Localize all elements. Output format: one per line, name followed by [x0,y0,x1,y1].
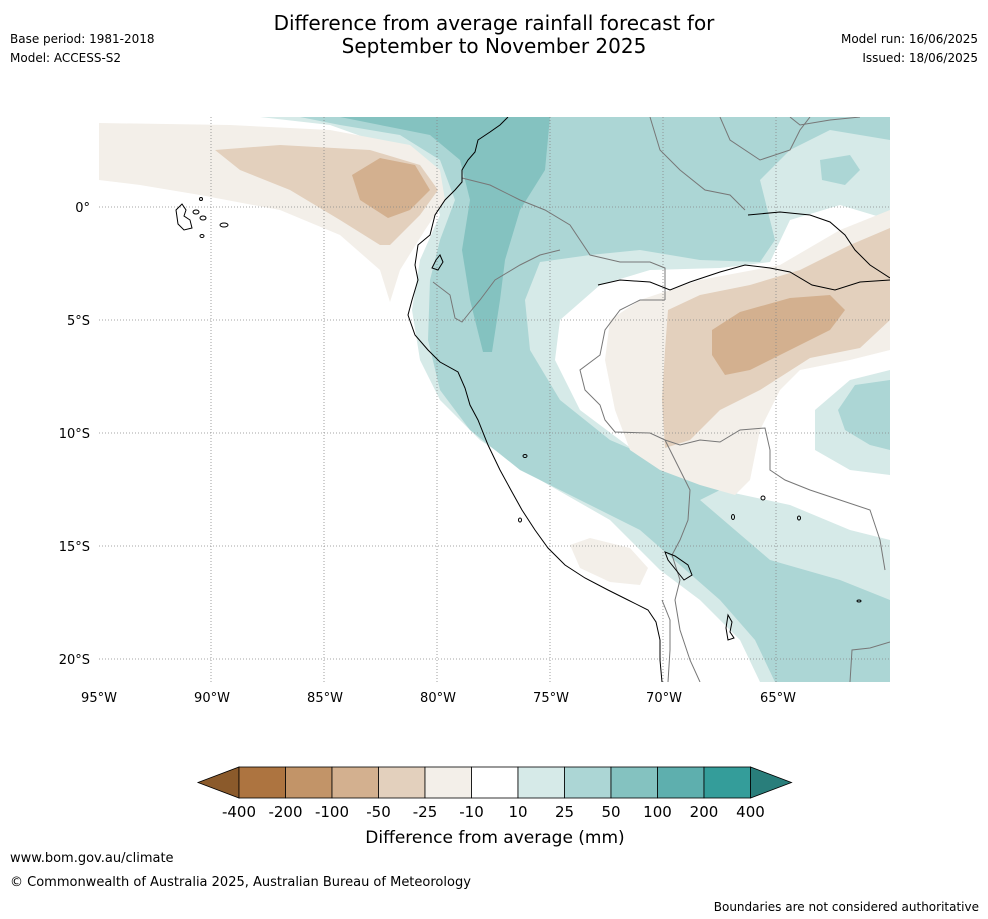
boundary-disclaimer: Boundaries are not considered authoritat… [713,900,979,914]
issued-label: Issued: 18/06/2025 [862,51,978,65]
model-label: Model: ACCESS-S2 [10,51,122,65]
colorbar-title: Difference from average (mm) [365,828,624,848]
base-period-label: Base period: 1981-2018 [10,32,155,46]
longitude-axis-labels: 95°W 90°W 85°W 80°W 75°W 70°W 65°W [81,691,796,706]
model-run-label: Model run: 16/06/2025 [840,32,978,46]
lon-tick-label: 90°W [194,691,230,706]
colorbar-extend-low [196,766,240,799]
colorbar-tick-label: -400 [222,803,256,821]
dry-anomaly-strong-amazon [712,295,845,375]
country-borders [432,117,890,682]
colorbar-tick-label: 10 [508,803,527,821]
rainfall-anomaly-map: 95°W 90°W 85°W 80°W 75°W 70°W 65°W 0° 5°… [59,117,890,706]
graticule [99,117,890,682]
colorbar-tick-label: -25 [413,803,438,821]
lat-tick-label: 20°S [59,653,90,668]
copyright-notice: © Commonwealth of Australia 2025, Austra… [10,875,471,890]
colorbar-swatch [517,766,565,799]
colorbar-tick-label: -50 [366,803,391,821]
lon-tick-label: 80°W [420,691,456,706]
colorbar-swatch [238,766,286,799]
colorbar-swatch [471,766,519,799]
colorbar-swatch [564,766,612,799]
inland-lakes [518,454,862,641]
lon-tick-label: 95°W [81,691,117,706]
colorbar: -400 -200 -100 -50 -25 -10 10 25 50 100 200 400 Dif… [196,766,793,848]
latitude-axis-labels: 0° 5°S 10°S 15°S 20°S [59,201,90,668]
website-link[interactable]: www.bom.gov.au/climate [10,851,174,866]
colorbar-swatch [703,766,751,799]
lat-tick-label: 0° [75,201,90,216]
colorbar-swatch [378,766,426,799]
colorbar-tick-label: 100 [643,803,672,821]
colorbar-swatch [424,766,472,799]
wet-anomaly-medium [300,117,890,682]
colorbar-tick-label: 400 [736,803,765,821]
lat-tick-label: 5°S [67,314,90,329]
lat-tick-label: 15°S [59,540,90,555]
colorbar-extend-high [750,766,793,799]
dry-anomaly-strong-pacific [352,158,430,218]
galapagos-islands [175,197,229,238]
wet-anomaly-medium-north [820,155,860,185]
lon-tick-label: 75°W [533,691,569,706]
colorbar-tick-label: 25 [555,803,574,821]
coastline [407,117,890,682]
wet-anomaly-strong [340,117,550,352]
colorbar-labels: -400 -200 -100 -50 -25 -10 10 25 50 100 200 400 [222,803,765,821]
map-plot-area [99,117,890,682]
wet-anomaly-medium-east [838,380,890,450]
map-title: Difference from average rainfall forecas… [0,12,988,58]
lon-tick-label: 85°W [307,691,343,706]
colorbar-swatch [285,766,333,799]
colorbar-tick-label: -100 [315,803,349,821]
colorbar-tick-label: -200 [268,803,302,821]
colorbar-tick-label: -10 [459,803,484,821]
dry-anomaly-light-coast [570,538,648,585]
lon-tick-label: 70°W [646,691,682,706]
colorbar-tick-label: 50 [601,803,620,821]
colorbar-swatch [331,766,379,799]
colorbar-swatch [657,766,705,799]
colorbar-tick-label: 200 [690,803,719,821]
title-line-1: Difference from average rainfall forecas… [273,11,715,35]
colorbar-swatches [196,766,793,799]
lon-tick-label: 65°W [760,691,796,706]
colorbar-swatch [610,766,658,799]
lat-tick-label: 10°S [59,427,90,442]
title-line-2: September to November 2025 [341,34,647,58]
